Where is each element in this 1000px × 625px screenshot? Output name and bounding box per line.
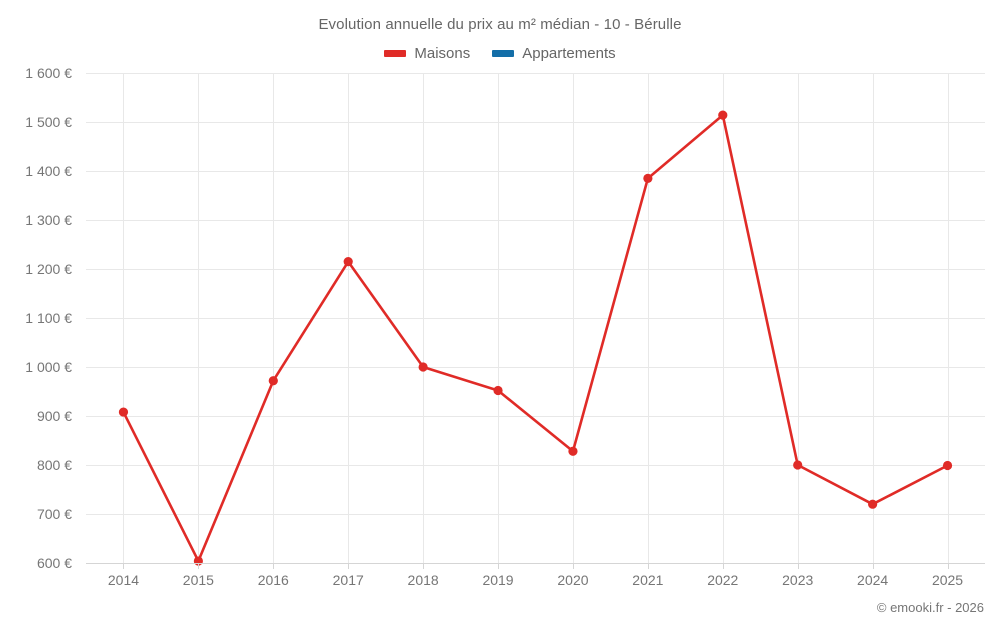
legend-swatch-icon <box>384 50 407 57</box>
x-axis-tick-label: 2018 <box>407 572 439 588</box>
x-axis-tick-mark <box>498 563 500 569</box>
x-axis-tick-mark <box>797 563 799 569</box>
y-axis-tick-label: 1 500 € <box>25 114 72 130</box>
x-axis-tick-mark <box>947 563 949 569</box>
x-axis-tick-label: 2014 <box>107 572 140 588</box>
y-axis-tick-label: 800 € <box>36 457 72 473</box>
y-axis-tick-label: 1 400 € <box>25 163 72 179</box>
y-axis-tick-label: 900 € <box>36 408 72 424</box>
data-point-marker[interactable] <box>418 362 428 372</box>
data-point-marker[interactable] <box>793 460 803 470</box>
x-axis-tick-label: 2017 <box>332 572 364 588</box>
x-axis-tick-label: 2022 <box>707 572 739 588</box>
x-axis-tick-label: 2016 <box>257 572 289 588</box>
legend-label: Appartements <box>522 45 616 62</box>
gridline-horizontal <box>86 367 985 368</box>
y-axis-tick-label: 600 € <box>36 555 72 571</box>
x-axis-tick-label: 2023 <box>782 572 814 588</box>
x-axis-tick-mark <box>198 563 200 569</box>
chart-legend: Maisons Appartements <box>0 45 1000 62</box>
gridline-horizontal <box>86 416 985 417</box>
x-axis-tick-mark <box>348 563 350 569</box>
plot-area <box>86 73 985 566</box>
data-point-marker[interactable] <box>493 385 503 396</box>
data-point-marker[interactable] <box>118 407 129 417</box>
page-title: Evolution annuelle du prix au m² médian … <box>318 16 682 33</box>
x-axis-tick-mark <box>572 563 574 569</box>
data-point-marker[interactable] <box>718 110 728 120</box>
x-axis-line <box>86 563 985 564</box>
y-axis-tick-label: 700 € <box>36 506 72 522</box>
data-point-marker[interactable] <box>568 446 578 456</box>
series-layer <box>118 110 953 566</box>
data-point-marker[interactable] <box>343 257 353 267</box>
y-axis-tick-label: 1 200 € <box>25 261 72 277</box>
y-axis-tick-label: 1 300 € <box>25 212 72 228</box>
x-axis-tick-label: 2020 <box>557 572 589 588</box>
data-point-marker[interactable] <box>942 460 953 471</box>
data-point-marker[interactable] <box>868 499 878 509</box>
gridline-horizontal <box>86 318 985 319</box>
data-point-marker[interactable] <box>268 376 278 386</box>
gridline-horizontal <box>86 73 985 74</box>
x-axis-tick-mark <box>423 563 425 569</box>
legend-label: Maisons <box>414 45 471 62</box>
x-axis-tick-label: 2024 <box>857 572 889 588</box>
x-axis-tick-mark <box>273 563 275 569</box>
x-axis-tick-mark <box>872 563 874 569</box>
y-axis-tick-label: 1 600 € <box>25 65 72 81</box>
gridline-horizontal <box>86 220 985 221</box>
gridline-horizontal <box>86 465 985 466</box>
y-axis-tick-label: 1 000 € <box>25 359 72 375</box>
legend-item-appartements[interactable]: Appartements <box>492 45 616 62</box>
x-axis-tick-label: 2021 <box>632 572 664 588</box>
gridline-horizontal <box>86 171 985 172</box>
gridline-horizontal <box>86 514 985 515</box>
data-point-marker[interactable] <box>643 173 653 183</box>
x-axis-tick-mark <box>722 563 724 569</box>
x-axis-tick-label: 2025 <box>931 572 964 588</box>
gridline-horizontal <box>86 269 985 270</box>
y-axis-tick-label: 1 100 € <box>25 310 72 326</box>
legend-swatch-icon <box>492 50 515 57</box>
gridline-horizontal <box>86 122 985 123</box>
x-axis-tick-label: 2015 <box>182 572 214 588</box>
x-axis-tick-label: 2019 <box>482 572 514 588</box>
series-line-maisons <box>122 113 949 563</box>
x-axis-tick-mark <box>123 563 125 569</box>
footer-credit: © emooki.fr - 2026 <box>876 600 984 615</box>
legend-item-maisons[interactable]: Maisons <box>384 45 470 62</box>
x-axis-tick-mark <box>647 563 649 569</box>
